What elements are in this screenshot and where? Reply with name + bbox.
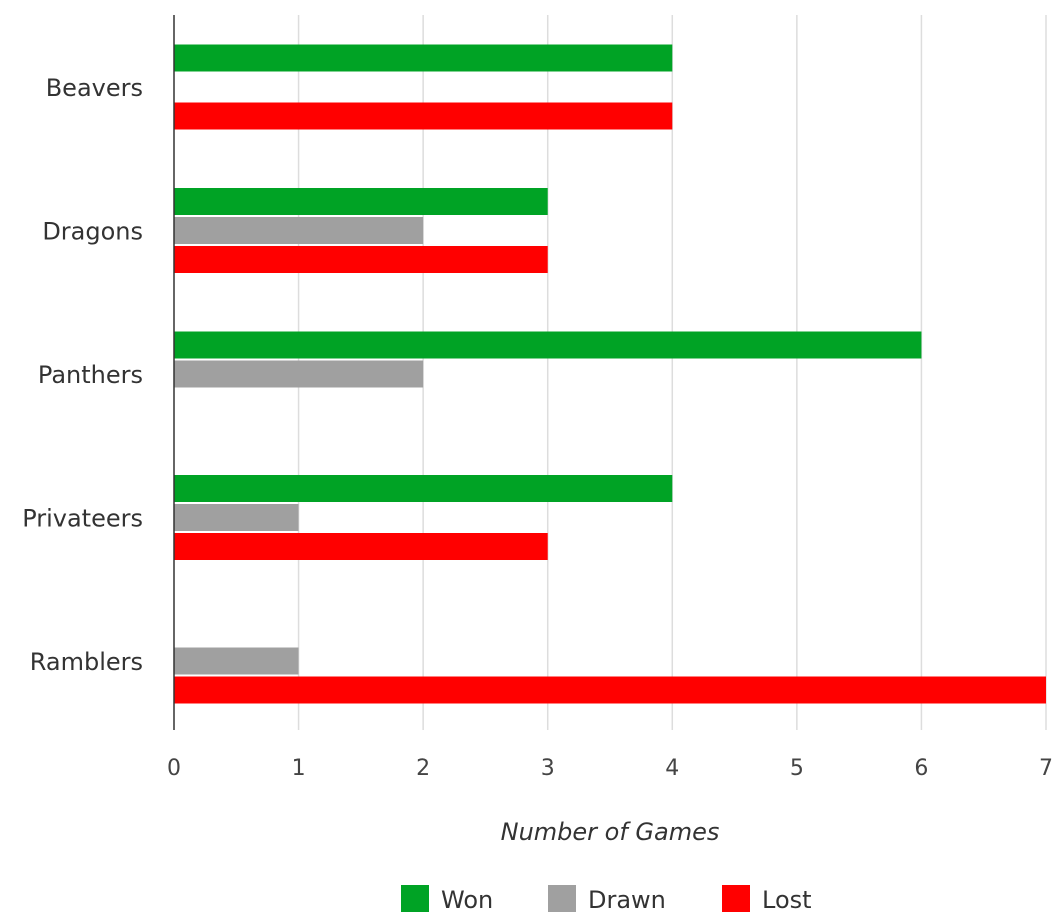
- bar-ramblers-drawn: [174, 647, 299, 675]
- x-tick-label-1: 1: [292, 756, 306, 781]
- x-tick-label-7: 7: [1039, 756, 1053, 781]
- category-label-beavers: Beavers: [46, 74, 143, 102]
- category-label-dragons: Dragons: [42, 218, 143, 246]
- x-tick-label-0: 0: [167, 756, 181, 781]
- bar-panthers-won: [174, 331, 922, 359]
- legend-swatch-drawn: [548, 885, 576, 912]
- x-tick-label-5: 5: [790, 756, 804, 781]
- category-label-ramblers: Ramblers: [30, 648, 143, 676]
- category-label-panthers: Panthers: [38, 361, 143, 389]
- bar-privateers-won: [174, 475, 673, 502]
- category-label-privateers: Privateers: [22, 505, 143, 533]
- bar-beavers-won: [174, 44, 673, 72]
- bar-privateers-drawn: [174, 504, 299, 531]
- x-tick-label-3: 3: [541, 756, 555, 781]
- x-axis-title: Number of Games: [501, 818, 720, 846]
- bars: [174, 44, 1046, 704]
- legend-label-lost: Lost: [762, 886, 812, 912]
- bar-dragons-won: [174, 188, 548, 215]
- bar-panthers-drawn: [174, 360, 424, 388]
- x-tick-label-6: 6: [914, 756, 928, 781]
- bar-ramblers-lost: [174, 676, 1046, 704]
- grid-lines: [297, 15, 1047, 730]
- bar-beavers-lost: [174, 102, 673, 130]
- legend-label-won: Won: [441, 886, 493, 912]
- legend-swatch-won: [401, 885, 429, 912]
- x-tick-labels: 0 1 2 3 4 5 6 7: [167, 756, 1053, 781]
- bar-dragons-drawn: [174, 217, 424, 244]
- x-tick-label-2: 2: [416, 756, 430, 781]
- category-labels: Beavers Dragons Panthers Privateers Ramblers: [22, 74, 143, 676]
- bar-dragons-lost: [174, 246, 548, 273]
- legend: Won Drawn Lost: [401, 885, 812, 912]
- legend-label-drawn: Drawn: [588, 886, 666, 912]
- x-tick-label-4: 4: [665, 756, 679, 781]
- bar-privateers-lost: [174, 533, 548, 560]
- legend-swatch-lost: [722, 885, 750, 912]
